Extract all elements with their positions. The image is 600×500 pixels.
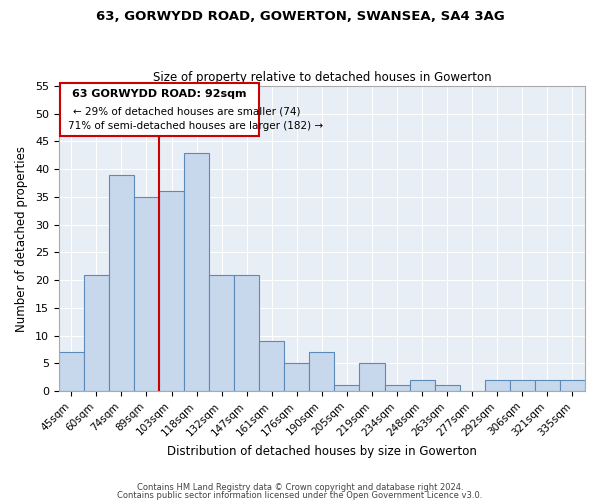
Bar xyxy=(410,380,434,391)
Bar xyxy=(159,192,184,391)
Bar xyxy=(84,274,109,391)
Text: 63, GORWYDD ROAD, GOWERTON, SWANSEA, SA4 3AG: 63, GORWYDD ROAD, GOWERTON, SWANSEA, SA4… xyxy=(95,10,505,23)
Bar xyxy=(535,380,560,391)
FancyBboxPatch shape xyxy=(60,84,259,136)
Bar xyxy=(184,152,209,391)
Bar xyxy=(385,386,410,391)
Bar xyxy=(334,386,359,391)
Bar xyxy=(134,197,159,391)
Bar xyxy=(259,341,284,391)
Text: Contains HM Land Registry data © Crown copyright and database right 2024.: Contains HM Land Registry data © Crown c… xyxy=(137,484,463,492)
Bar xyxy=(560,380,585,391)
Y-axis label: Number of detached properties: Number of detached properties xyxy=(15,146,28,332)
Text: ← 29% of detached houses are smaller (74): ← 29% of detached houses are smaller (74… xyxy=(73,106,300,116)
Text: Contains public sector information licensed under the Open Government Licence v3: Contains public sector information licen… xyxy=(118,490,482,500)
Bar xyxy=(59,352,84,391)
Bar xyxy=(284,364,310,391)
Bar xyxy=(510,380,535,391)
Bar xyxy=(310,352,334,391)
X-axis label: Distribution of detached houses by size in Gowerton: Distribution of detached houses by size … xyxy=(167,444,477,458)
Bar xyxy=(234,274,259,391)
Bar xyxy=(209,274,234,391)
Bar xyxy=(485,380,510,391)
Text: 71% of semi-detached houses are larger (182) →: 71% of semi-detached houses are larger (… xyxy=(68,121,323,131)
Text: 63 GORWYDD ROAD: 92sqm: 63 GORWYDD ROAD: 92sqm xyxy=(73,90,247,100)
Bar xyxy=(359,364,385,391)
Title: Size of property relative to detached houses in Gowerton: Size of property relative to detached ho… xyxy=(152,70,491,84)
Bar xyxy=(434,386,460,391)
Bar xyxy=(109,175,134,391)
